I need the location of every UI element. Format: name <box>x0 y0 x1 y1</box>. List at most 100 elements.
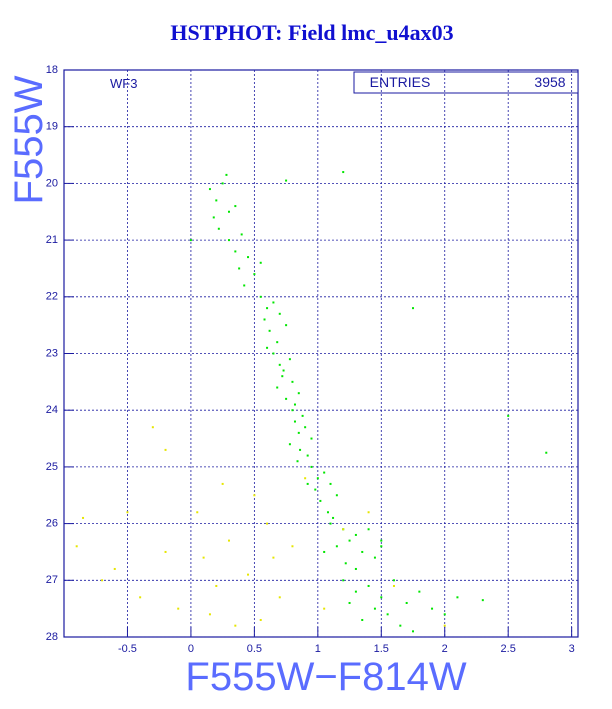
data-point <box>234 250 237 253</box>
data-point <box>367 584 370 587</box>
data-point <box>240 233 243 236</box>
data-point <box>151 426 154 429</box>
data-point <box>164 550 167 553</box>
data-point <box>319 499 322 502</box>
data-point <box>291 380 294 383</box>
data-point <box>196 511 199 514</box>
data-point <box>443 613 446 616</box>
data-point <box>293 420 296 423</box>
data-point <box>291 409 294 412</box>
x-tick-label: 2.5 <box>501 643 516 655</box>
data-point <box>373 556 376 559</box>
data-point <box>208 613 211 616</box>
data-point <box>456 596 459 599</box>
stats-box <box>353 71 579 94</box>
data-point <box>217 227 220 230</box>
data-point <box>380 596 383 599</box>
data-point <box>301 414 304 417</box>
data-point <box>177 607 180 610</box>
data-point <box>263 318 266 321</box>
data-point <box>212 216 215 219</box>
data-point <box>278 312 281 315</box>
data-point <box>225 173 228 176</box>
data-point <box>272 556 275 559</box>
data-point <box>238 267 241 270</box>
data-point <box>285 179 288 182</box>
x-tick-label: -0.5 <box>118 643 137 655</box>
data-point <box>113 567 116 570</box>
y-tick-label: 24 <box>46 404 58 416</box>
data-point <box>304 477 307 480</box>
data-point <box>545 451 548 454</box>
data-point <box>259 618 262 621</box>
y-tick-label: 22 <box>46 291 58 303</box>
y-axis-label: F555W <box>7 75 51 204</box>
data-point <box>354 590 357 593</box>
data-point <box>164 448 167 451</box>
data-point <box>227 210 230 213</box>
x-tick-label: 1.5 <box>374 643 389 655</box>
data-point <box>247 573 250 576</box>
data-point <box>310 465 313 468</box>
data-point <box>361 618 364 621</box>
data-point <box>507 414 510 417</box>
data-point <box>247 256 250 259</box>
data-point <box>335 545 338 548</box>
data-point <box>75 545 78 548</box>
data-point <box>323 607 326 610</box>
data-point <box>392 584 395 587</box>
data-point <box>101 579 104 582</box>
annotation: WF3 <box>110 76 137 91</box>
data-point <box>354 533 357 536</box>
y-tick-label: 19 <box>46 121 58 133</box>
data-point <box>234 205 237 208</box>
data-point <box>221 182 224 185</box>
data-point <box>126 511 129 514</box>
data-point <box>342 171 345 174</box>
data-point <box>399 624 402 627</box>
data-point <box>329 522 332 525</box>
data-point <box>285 324 288 327</box>
data-point <box>276 386 279 389</box>
data-point <box>323 471 326 474</box>
data-point <box>278 596 281 599</box>
data-point <box>405 601 408 604</box>
data-point <box>342 528 345 531</box>
data-point <box>344 562 347 565</box>
y-tick-label: 21 <box>46 234 58 246</box>
data-point <box>367 511 370 514</box>
y-tick-label: 25 <box>46 461 58 473</box>
data-point <box>299 448 302 451</box>
data-point <box>208 188 211 191</box>
data-point <box>306 454 309 457</box>
data-point <box>266 307 269 310</box>
data-point <box>412 630 415 633</box>
data-point <box>392 579 395 582</box>
data-point <box>293 403 296 406</box>
data-point <box>332 516 335 519</box>
data-point <box>481 599 484 602</box>
data-point <box>253 494 256 497</box>
data-point <box>296 460 299 463</box>
y-tick-label: 27 <box>46 574 58 586</box>
data-point <box>272 352 275 355</box>
data-point <box>288 443 291 446</box>
data-point <box>297 392 300 395</box>
data-point <box>380 539 383 542</box>
data-point <box>291 545 294 548</box>
data-point <box>266 522 269 525</box>
y-tick-label: 26 <box>46 518 58 530</box>
data-point <box>367 528 370 531</box>
data-point <box>259 295 262 298</box>
data-point <box>281 375 284 378</box>
data-point <box>139 596 142 599</box>
data-point <box>189 239 192 242</box>
y-tick-label: 20 <box>46 177 58 189</box>
chart-title: HSTPHOT: Field lmc_u4ax03 <box>170 20 453 45</box>
y-tick-label: 23 <box>46 347 58 359</box>
data-point <box>268 329 271 332</box>
data-point <box>285 397 288 400</box>
data-point <box>314 488 317 491</box>
stats-value: 3958 <box>534 74 565 90</box>
